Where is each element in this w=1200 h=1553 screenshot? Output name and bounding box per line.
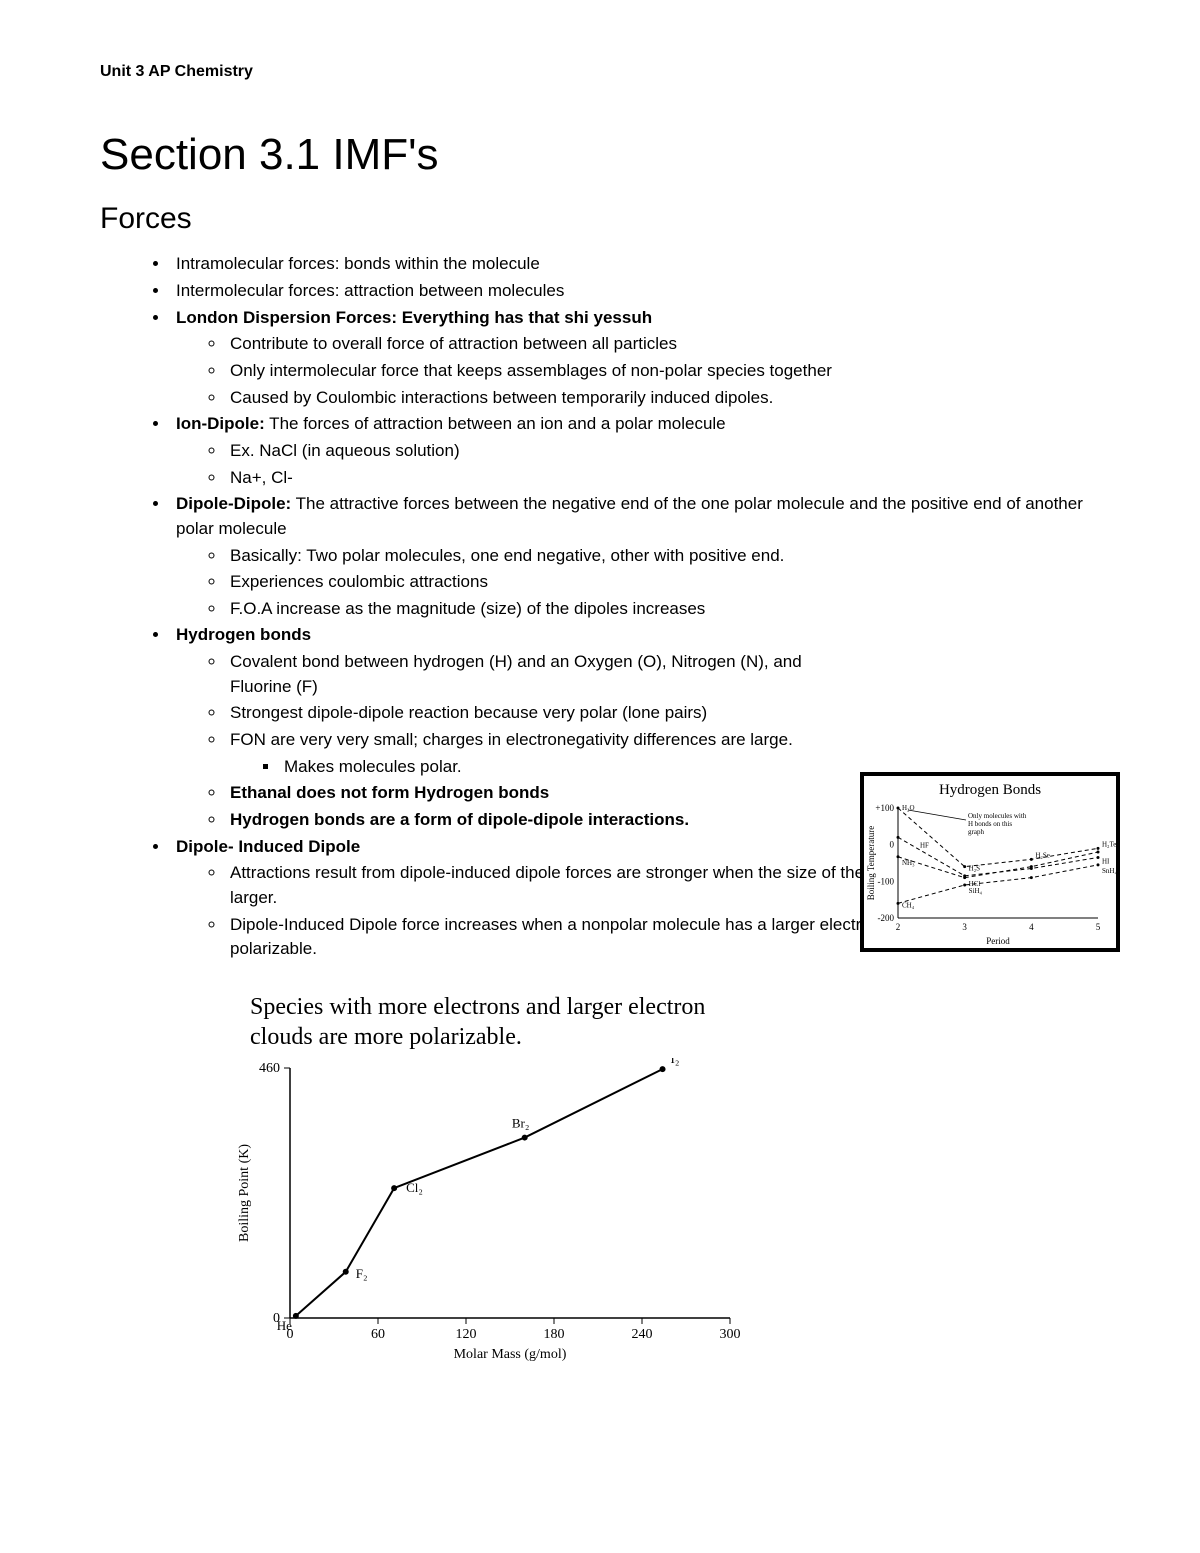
list-item: Contribute to overall force of attractio…	[226, 332, 1100, 357]
svg-text:-200: -200	[878, 913, 895, 923]
svg-text:H bonds on this: H bonds on this	[968, 820, 1012, 828]
chart-svg: 0601201802403000460Molar Mass (g/mol)Boi…	[230, 1058, 750, 1368]
list-item: Strongest dipole-dipole reaction because…	[226, 701, 846, 726]
svg-text:Cl₂: Cl₂	[406, 1180, 423, 1195]
svg-text:4: 4	[1029, 922, 1034, 932]
content-body: Intramolecular forces: bonds within the …	[100, 252, 1100, 961]
chart-title: Species with more electrons and larger e…	[250, 992, 750, 1052]
svg-text:2: 2	[896, 922, 901, 932]
list-item: London Dispersion Forces: Everything has…	[170, 306, 1100, 411]
list-item: F.O.A increase as the magnitude (size) o…	[226, 597, 1100, 622]
list-item: Covalent bond between hydrogen (H) and a…	[226, 650, 846, 699]
svg-text:graph: graph	[968, 828, 984, 836]
svg-text:F₂: F₂	[356, 1266, 368, 1281]
list-item: Basically: Two polar molecules, one end …	[226, 544, 1100, 569]
page-title: Section 3.1 IMF's	[100, 123, 1100, 187]
svg-text:-100: -100	[878, 877, 895, 887]
svg-text:3: 3	[962, 922, 967, 932]
svg-text:460: 460	[259, 1061, 280, 1076]
svg-text:0: 0	[890, 840, 895, 850]
svg-text:Period: Period	[986, 936, 1010, 946]
list-item: Intramolecular forces: bonds within the …	[170, 252, 1100, 277]
hbond-chart-svg: +100 0 -100 -2002 3 4 5 Period Boiling Temperatu…	[864, 802, 1116, 952]
list-item: Makes molecules polar.	[280, 755, 846, 780]
svg-text:SnH₄: SnH₄	[1102, 867, 1116, 875]
svg-text:SiH₄: SiH₄	[969, 887, 983, 895]
list-item: Experiences coulombic attractions	[226, 570, 1100, 595]
svg-text:Boiling Point (K): Boiling Point (K)	[237, 1143, 252, 1241]
svg-text:H₂Se: H₂Se	[1035, 852, 1050, 860]
bold-text: Hydrogen bonds	[176, 625, 311, 644]
svg-text:240: 240	[632, 1327, 653, 1342]
svg-text:60: 60	[371, 1327, 385, 1342]
text: FON are very very small; charges in elec…	[230, 730, 793, 749]
svg-text:Br₂: Br₂	[512, 1115, 530, 1130]
polarizability-chart: Species with more electrons and larger e…	[230, 992, 750, 1376]
svg-text:HI: HI	[1102, 858, 1110, 866]
svg-text:180: 180	[544, 1327, 565, 1342]
svg-text:H₂S: H₂S	[969, 865, 980, 873]
list-item: FON are very very small; charges in elec…	[226, 728, 846, 779]
hydrogen-bonds-figure: Hydrogen Bonds +100 0 -100 -2002 3 4 5 Period Bo…	[860, 772, 1120, 952]
svg-text:300: 300	[720, 1327, 741, 1342]
figure-title: Hydrogen Bonds	[864, 780, 1116, 802]
svg-text:CH₄: CH₄	[902, 902, 915, 910]
svg-text:I₂: I₂	[671, 1058, 680, 1066]
text: The attractive forces between the negati…	[176, 494, 1083, 538]
list-item: Ex. NaCl (in aqueous solution)	[226, 439, 1100, 464]
svg-text:HF: HF	[920, 842, 929, 850]
page-header: Unit 3 AP Chemistry	[100, 60, 1100, 83]
list-item: Only intermolecular force that keeps ass…	[226, 359, 1100, 384]
bold-text: Dipole- Induced Dipole	[176, 837, 360, 856]
svg-text:Boiling Temperature: Boiling Temperature	[866, 826, 876, 900]
bold-text: Ion-Dipole:	[176, 414, 265, 433]
bold-text: London Dispersion Forces: Everything has…	[176, 308, 652, 327]
svg-text:NH₃: NH₃	[902, 859, 915, 867]
section-subtitle: Forces	[100, 197, 1100, 241]
bold-text: Hydrogen bonds are a form of dipole-dipo…	[230, 810, 689, 829]
svg-text:Only molecules with: Only molecules with	[968, 812, 1027, 820]
svg-text:+100: +100	[875, 803, 894, 813]
svg-text:H₂Te: H₂Te	[1102, 841, 1116, 849]
list-item: Na+, Cl-	[226, 466, 1100, 491]
bold-text: Dipole-Dipole:	[176, 494, 291, 513]
list-item: Ion-Dipole: The forces of attraction bet…	[170, 412, 1100, 490]
list-item: Intermolecular forces: attraction betwee…	[170, 279, 1100, 304]
list-item: Dipole-Dipole: The attractive forces bet…	[170, 492, 1100, 621]
text: The forces of attraction between an ion …	[265, 414, 726, 433]
bold-text: Ethanal does not form Hydrogen bonds	[230, 783, 549, 802]
list-item: Caused by Coulombic interactions between…	[226, 386, 1100, 411]
svg-text:120: 120	[456, 1327, 477, 1342]
svg-text:Molar Mass (g/mol): Molar Mass (g/mol)	[454, 1347, 567, 1362]
svg-text:He: He	[277, 1318, 292, 1333]
svg-text:5: 5	[1096, 922, 1101, 932]
